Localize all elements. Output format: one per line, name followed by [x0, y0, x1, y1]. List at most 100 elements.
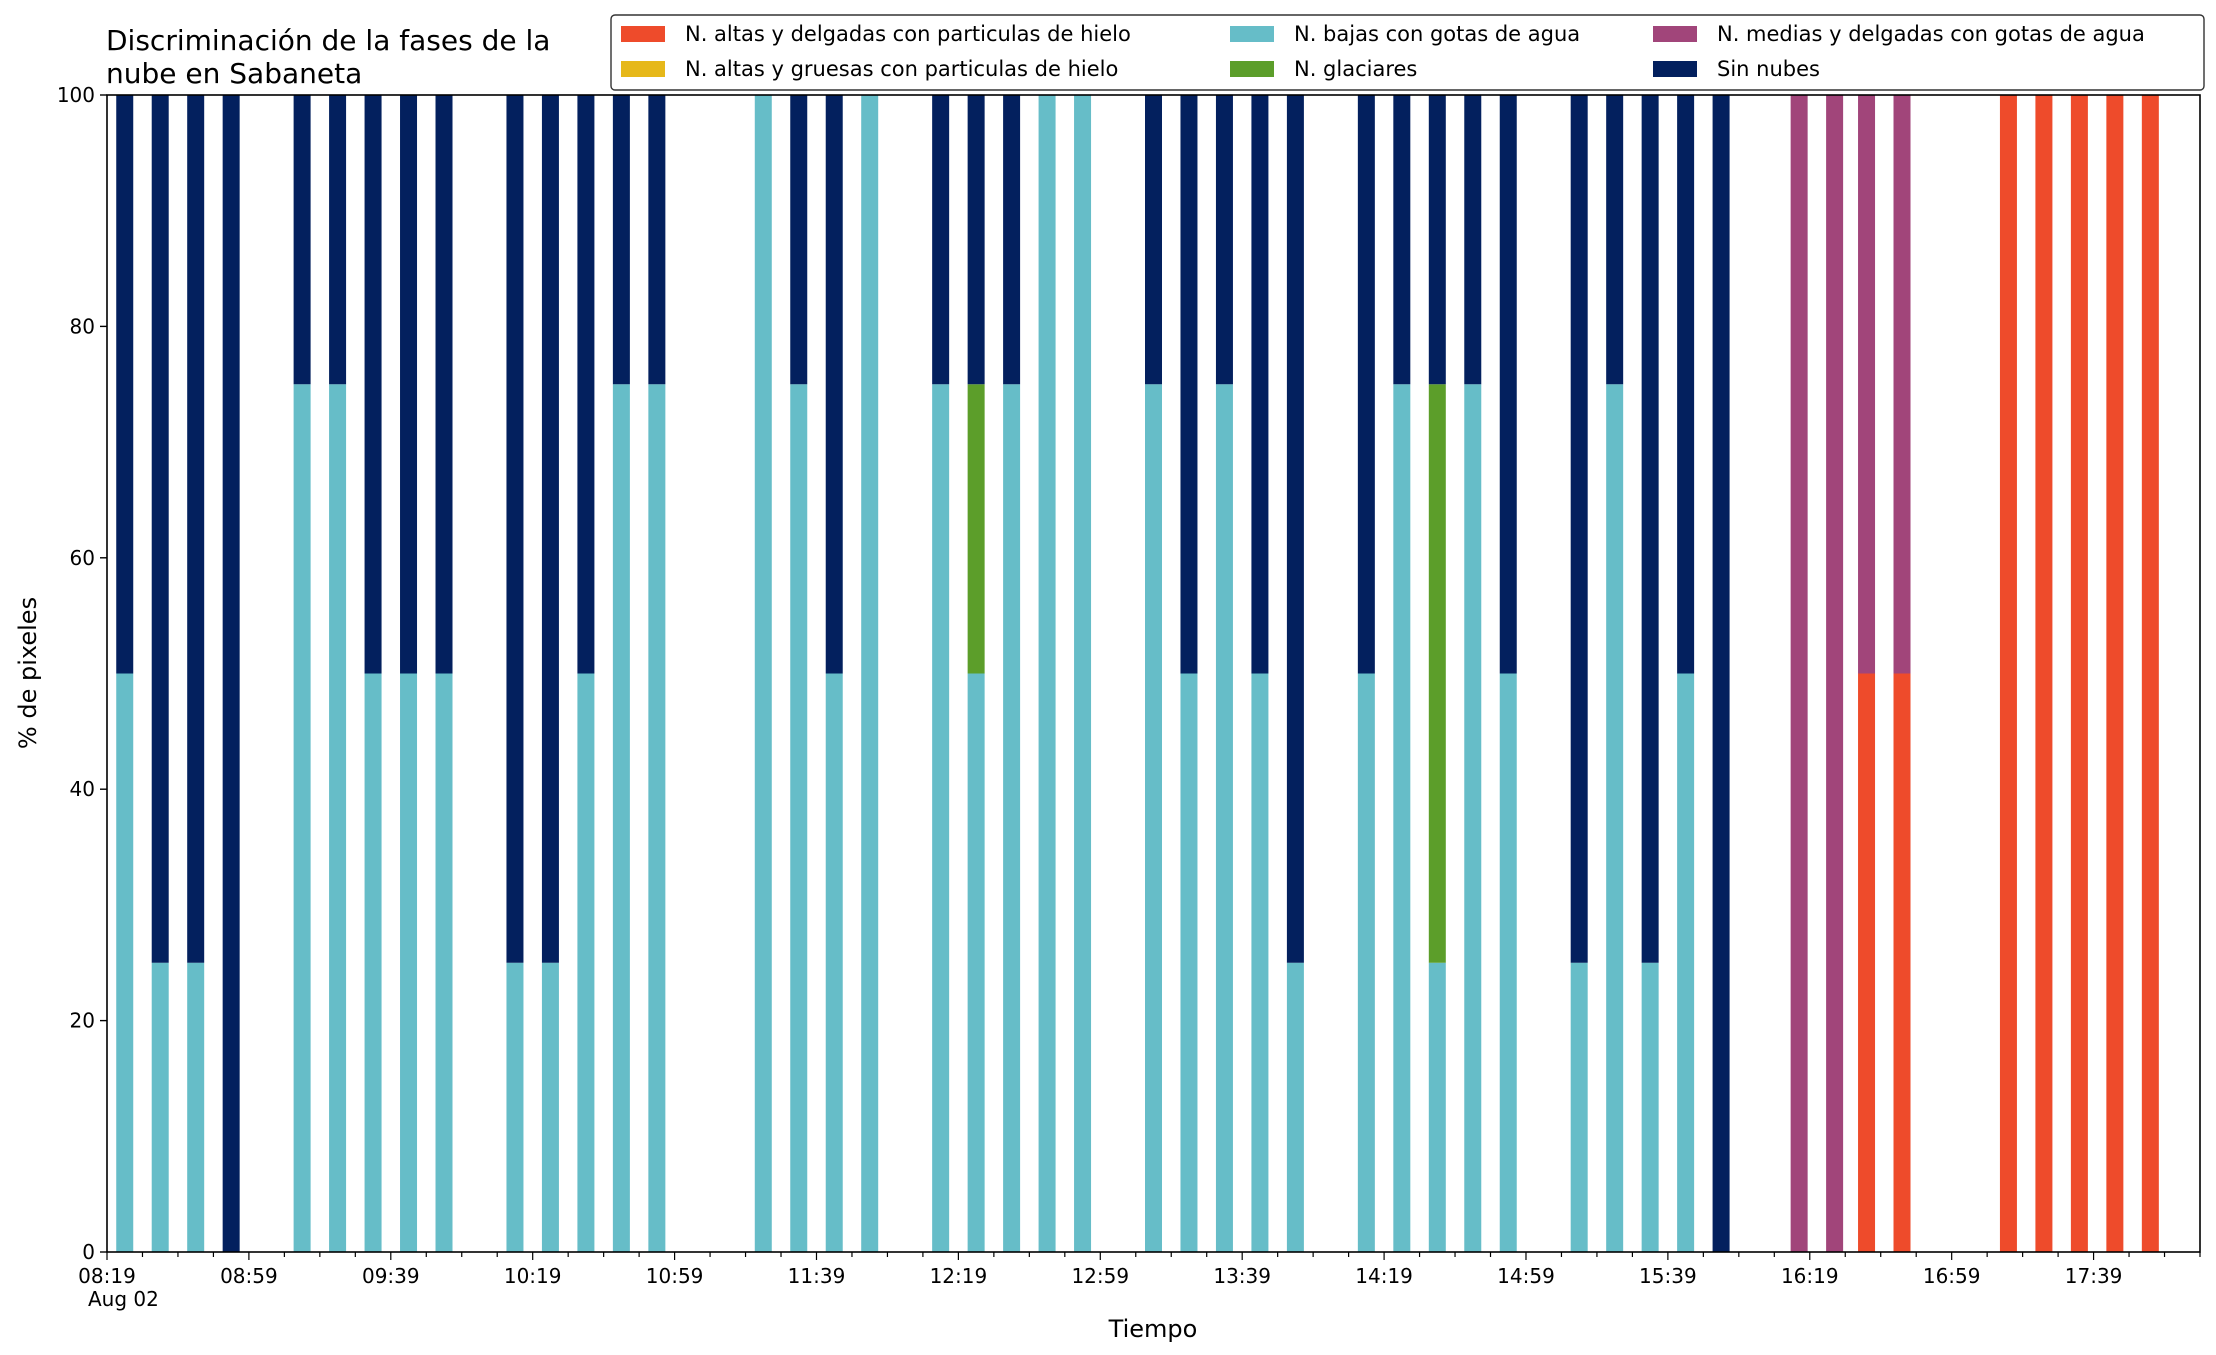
bar-segment-sin-nubes-3: [187, 95, 205, 963]
bar-segment-n-bajas-con-gotas-de-agua-12: [577, 673, 595, 1252]
bar-segment-sin-nubes-24: [1145, 95, 1162, 385]
x-tick-label-1219: 12:19: [930, 1264, 988, 1288]
bar-segment-sin-nubes-9: [435, 95, 453, 674]
x-axis-title: Tiempo: [1108, 1315, 1198, 1343]
bar-segment-n-bajas-con-gotas-de-agua-28: [1286, 962, 1304, 1252]
x-tick-label-1659: 16:59: [1923, 1264, 1981, 1288]
x-tick-label-1339: 13:39: [1213, 1264, 1271, 1288]
bar-segment-n-bajas-con-gotas-de-agua-26: [1215, 384, 1233, 1252]
bar-segment-n-bajas-con-gotas-de-agua-5: [293, 384, 311, 1252]
legend-label-n-medias-y-delgadas-con-gotas-de-agua: N. medias y delgadas con gotas de agua: [1717, 22, 2145, 46]
legend-label-n-bajas-con-gotas-de-agua: N. bajas con gotas de agua: [1294, 22, 1580, 46]
bar-segment-n-bajas-con-gotas-de-agua-10: [506, 962, 524, 1252]
bar-segment-sin-nubes-4: [222, 95, 240, 1252]
y-tick-label-100: 100: [57, 83, 95, 107]
bar-segment-n-bajas-con-gotas-de-agua-20: [967, 673, 985, 1252]
bar-segment-n-bajas-con-gotas-de-agua-8: [400, 673, 418, 1252]
bar-segment-sin-nubes-6: [329, 95, 347, 385]
bar-segment-n-bajas-con-gotas-de-agua-15: [754, 95, 772, 1252]
bar-segment-n-glaciares-20: [967, 384, 985, 674]
bar-segment-n-altas-y-delgadas-con-particulas-de-hielo-43: [1999, 95, 2017, 1252]
bar-segment-n-bajas-con-gotas-de-agua-33: [1499, 673, 1517, 1252]
bar-segment-sin-nubes-19: [932, 95, 950, 385]
legend-frame: [610, 14, 2205, 91]
y-tick-label-80: 80: [70, 314, 95, 338]
bar-segment-n-bajas-con-gotas-de-agua-22: [1038, 95, 1056, 1252]
chart-title-line-1: Discriminación de la fases de la: [106, 24, 550, 57]
bar-segment-n-medias-y-delgadas-con-gotas-de-agua-40: [1826, 95, 1844, 1252]
legend-swatch-n-glaciares: [1230, 61, 1274, 77]
bar-segment-n-bajas-con-gotas-de-agua-14: [648, 384, 666, 1252]
bar-segment-n-bajas-con-gotas-de-agua-21: [1003, 384, 1021, 1252]
bar-segment-n-medias-y-delgadas-con-gotas-de-agua-42: [1893, 95, 1911, 674]
bar-segment-n-altas-y-delgadas-con-particulas-de-hielo-44: [2035, 95, 2053, 1252]
x-tick-label-0859: 08:59: [220, 1264, 278, 1288]
x-tick-label-0939: 09:39: [362, 1264, 420, 1288]
bar-segment-sin-nubes-8: [400, 95, 418, 674]
legend-label-n-glaciares: N. glaciares: [1294, 57, 1417, 81]
bar-segment-n-altas-y-delgadas-con-particulas-de-hielo-42: [1893, 673, 1911, 1252]
bar-segment-sin-nubes-5: [293, 95, 311, 385]
x-tick-label-1619: 16:19: [1781, 1264, 1839, 1288]
y-axis-title: % de pixeles: [14, 597, 42, 749]
bar-segment-sin-nubes-35: [1606, 95, 1624, 385]
bar-segment-sin-nubes-34: [1570, 95, 1588, 963]
bar-segment-sin-nubes-1: [116, 95, 134, 674]
x-tick-label-1139: 11:39: [788, 1264, 846, 1288]
x-tick-label-1539: 15:39: [1639, 1264, 1697, 1288]
legend-swatch-n-altas-y-gruesas-con-particulas-de-hielo: [621, 61, 665, 77]
plot-frame: [106, 94, 2201, 1253]
bar-segment-n-altas-y-delgadas-con-particulas-de-hielo-45: [2070, 95, 2088, 1252]
bar-segment-n-bajas-con-gotas-de-agua-29: [1357, 673, 1375, 1252]
bar-segment-sin-nubes-25: [1180, 95, 1198, 674]
x-tick-label-1259: 12:59: [1071, 1264, 1129, 1288]
bar-segment-sin-nubes-16: [790, 95, 808, 385]
bar-segment-sin-nubes-32: [1464, 95, 1482, 385]
bar-segment-sin-nubes-7: [364, 95, 382, 674]
x-axis-date-label: Aug 02: [88, 1287, 159, 1311]
x-tick-label-0819: 08:19: [78, 1264, 136, 1288]
bar-segment-sin-nubes-36: [1641, 95, 1659, 963]
bar-segment-n-bajas-con-gotas-de-agua-36: [1641, 962, 1659, 1252]
bar-segment-n-altas-y-delgadas-con-particulas-de-hielo-46: [2106, 95, 2124, 1252]
legend: N. altas y delgadas con particulas de hi…: [610, 14, 2205, 91]
bar-segment-sin-nubes-21: [1003, 95, 1021, 385]
bar-segment-sin-nubes-31: [1428, 95, 1446, 385]
bar-segment-n-altas-y-delgadas-con-particulas-de-hielo-41: [1858, 673, 1876, 1252]
bar-segment-sin-nubes-11: [541, 95, 559, 963]
y-tick-label-20: 20: [70, 1009, 95, 1033]
bar-segment-n-bajas-con-gotas-de-agua-6: [329, 384, 347, 1252]
bar-segment-sin-nubes-29: [1357, 95, 1375, 674]
bar-segment-sin-nubes-37: [1677, 95, 1695, 674]
bar-segment-n-medias-y-delgadas-con-gotas-de-agua-39: [1790, 95, 1808, 1252]
x-tick-label-1459: 14:59: [1497, 1264, 1555, 1288]
y-tick-label-60: 60: [70, 546, 95, 570]
bars-layer: [116, 95, 2159, 1252]
bar-segment-n-bajas-con-gotas-de-agua-1: [116, 673, 134, 1252]
bar-segment-sin-nubes-28: [1286, 95, 1304, 963]
bar-segment-sin-nubes-27: [1251, 95, 1269, 674]
bar-segment-sin-nubes-38: [1712, 95, 1730, 1252]
bar-segment-n-bajas-con-gotas-de-agua-13: [612, 384, 630, 1252]
bar-segment-n-bajas-con-gotas-de-agua-37: [1677, 673, 1695, 1252]
x-tick-label-1059: 10:59: [646, 1264, 704, 1288]
legend-label-n-altas-y-gruesas-con-particulas-de-hielo: N. altas y gruesas con particulas de hie…: [685, 57, 1118, 81]
y-tick-label-40: 40: [70, 777, 95, 801]
bar-segment-sin-nubes-10: [506, 95, 524, 963]
bar-segment-n-bajas-con-gotas-de-agua-31: [1428, 962, 1446, 1252]
bar-segment-n-glaciares-31: [1428, 384, 1446, 963]
bar-segment-sin-nubes-12: [577, 95, 595, 674]
bar-segment-sin-nubes-30: [1393, 95, 1411, 385]
bar-segment-n-bajas-con-gotas-de-agua-32: [1464, 384, 1482, 1252]
bar-segment-n-bajas-con-gotas-de-agua-16: [790, 384, 808, 1252]
legend-swatch-n-bajas-con-gotas-de-agua: [1230, 26, 1274, 42]
y-axis: 0 20 40 60 80 100: [57, 83, 107, 1264]
bar-segment-n-bajas-con-gotas-de-agua-23: [1074, 95, 1092, 1252]
legend-items: N. altas y delgadas con particulas de hi…: [621, 22, 2145, 81]
bar-segment-sin-nubes-20: [967, 95, 985, 385]
bar-segment-n-bajas-con-gotas-de-agua-11: [541, 962, 559, 1252]
y-tick-label-0: 0: [82, 1240, 95, 1264]
bar-segment-sin-nubes-2: [151, 95, 169, 963]
x-tick-label-1019: 10:19: [504, 1264, 562, 1288]
bar-segment-n-bajas-con-gotas-de-agua-9: [435, 673, 453, 1252]
